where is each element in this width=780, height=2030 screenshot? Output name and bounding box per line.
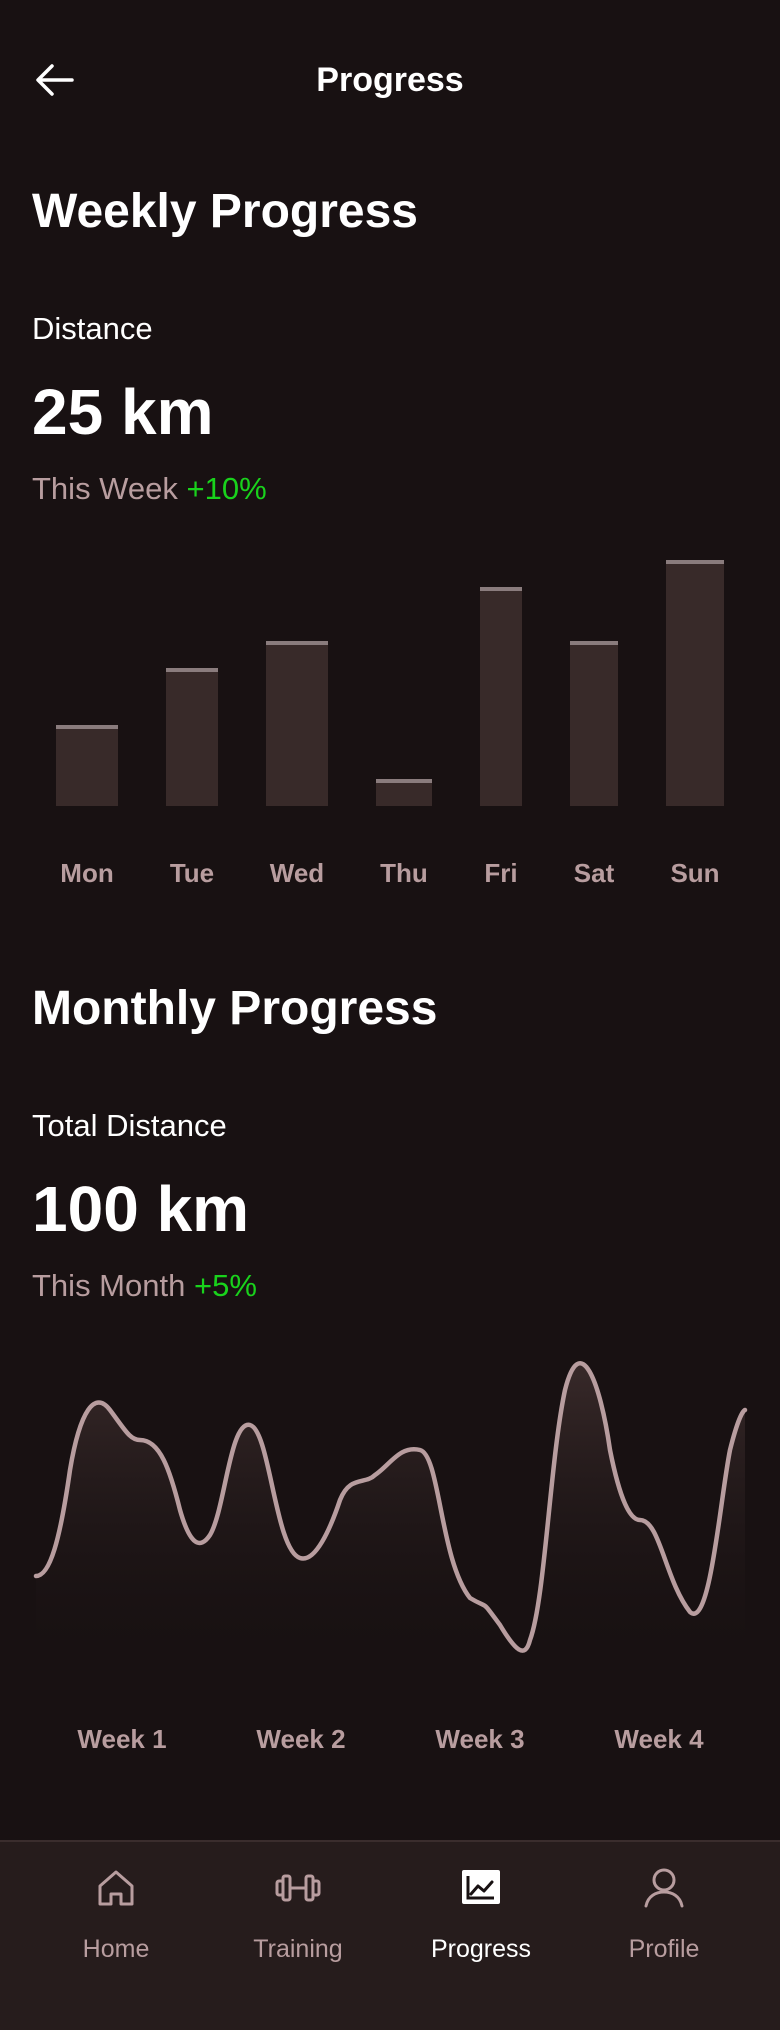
arrow-left-icon	[36, 64, 74, 96]
bar-thu[interactable]	[376, 778, 432, 806]
bar-label-wed: Wed	[269, 858, 325, 888]
page-title: Progress	[316, 61, 464, 99]
back-button[interactable]	[32, 56, 80, 104]
monthly-series-line	[33, 1361, 748, 1653]
bottom-nav: Home Training Progress Profile	[0, 1840, 780, 2030]
nav-label-progress: Progress	[430, 1935, 532, 1963]
weekly-progress-title: Weekly Progress	[32, 185, 418, 238]
monthly-line-chart	[33, 1361, 748, 1670]
monthly-area-fill	[36, 1363, 745, 1670]
weekly-metric-label: Distance	[32, 311, 153, 346]
week-label-3: Week 3	[435, 1724, 525, 1754]
weekly-period-label: This Week	[32, 471, 178, 506]
monthly-metric-label: Total Distance	[32, 1108, 227, 1143]
monthly-period-label: This Month	[32, 1268, 186, 1303]
bar-wed[interactable]	[266, 641, 328, 806]
week-label-2: Week 2	[256, 1724, 346, 1754]
user-icon	[644, 1868, 684, 1908]
nav-label-training: Training	[253, 1935, 343, 1963]
bar-tue[interactable]	[166, 668, 218, 806]
bar-label-thu: Thu	[380, 858, 428, 888]
nav-item-progress[interactable]: Progress	[391, 1864, 571, 1974]
bar-label-tue: Tue	[169, 858, 215, 888]
bar-sun[interactable]	[666, 560, 724, 806]
monthly-period: This Month +5%	[32, 1266, 257, 1306]
bar-label-fri: Fri	[484, 858, 518, 888]
dumbbell-icon	[275, 1874, 321, 1902]
week-label-1: Week 1	[77, 1724, 167, 1754]
nav-label-profile: Profile	[628, 1935, 700, 1963]
bar-fri[interactable]	[480, 587, 522, 806]
nav-item-home[interactable]: Home	[26, 1864, 206, 1974]
chart-icon	[462, 1870, 500, 1904]
bar-mon[interactable]	[56, 724, 118, 806]
weekly-metric-value: 25 km	[32, 376, 214, 448]
nav-item-profile[interactable]: Profile	[574, 1864, 754, 1974]
weekly-period: This Week +10%	[32, 469, 267, 509]
nav-label-home: Home	[82, 1935, 150, 1963]
home-icon	[98, 1870, 134, 1906]
monthly-progress-title: Monthly Progress	[32, 982, 438, 1035]
weekly-delta: +10%	[186, 471, 267, 506]
nav-item-training[interactable]: Training	[208, 1864, 388, 1974]
header: Progress	[0, 0, 780, 160]
bar-label-sat: Sat	[573, 858, 615, 888]
monthly-delta: +5%	[193, 1268, 257, 1303]
bar-label-mon: Mon	[60, 858, 114, 888]
week-label-4: Week 4	[614, 1724, 704, 1754]
bar-sat[interactable]	[570, 641, 618, 806]
monthly-metric-value: 100 km	[32, 1173, 250, 1245]
bar-label-sun: Sun	[670, 858, 720, 888]
